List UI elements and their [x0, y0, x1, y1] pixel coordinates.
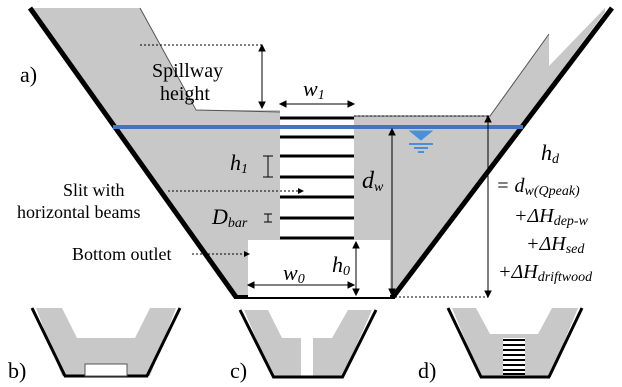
- formula-line-3: +ΔHdep-w: [514, 205, 589, 229]
- dbar-label: Dbar: [211, 204, 248, 231]
- h0-label: h0: [332, 252, 350, 279]
- slit-label-2: horizontal beams: [17, 202, 140, 222]
- panel-d-beams: [503, 339, 525, 375]
- w1-label: w1: [303, 76, 325, 103]
- dw-label: dw: [362, 168, 384, 195]
- panel-c-left-bank: [238, 309, 276, 379]
- panel-d-beam-slit-dam: [446, 307, 584, 379]
- formula-line-5: +ΔHdriftwood: [498, 261, 593, 285]
- slit-label-1: Slit with: [63, 180, 125, 200]
- formula-hd: hd: [541, 140, 560, 167]
- panel-label-c: c): [230, 358, 247, 383]
- formula-line-2: = dw(Qpeak): [496, 175, 580, 199]
- bottom-outlet-label: Bottom outlet: [72, 244, 172, 264]
- slit-leader-arrowhead: [298, 188, 304, 194]
- panel-label-a: a): [20, 62, 37, 87]
- panel-d-right-bank: [547, 307, 584, 378]
- dbar-dimension: [264, 213, 272, 223]
- panel-b-left-bank: [30, 307, 67, 377]
- bottom-outlet-opening: [248, 240, 390, 297]
- panel-b-dam-body: [36, 308, 176, 376]
- spillway-crest-left: [139, 7, 281, 113]
- panel-d-left-bank: [446, 307, 483, 378]
- formula-line-4: +ΔHsed: [526, 233, 585, 257]
- panel-label-b: b): [8, 358, 26, 383]
- spillway-height-dimension: [140, 43, 266, 110]
- hd-formula: hd = dw(Qpeak) +ΔHdep-w +ΔHsed +ΔHdriftw…: [496, 140, 593, 285]
- w0-label: w0: [283, 260, 305, 287]
- panel-c-right-bank: [340, 309, 378, 379]
- panel-c-slit-dam: [238, 309, 378, 379]
- panel-b-outlet: [84, 363, 128, 377]
- h1-dimension: [263, 155, 273, 178]
- main-dam-section: [27, 6, 614, 299]
- horizontal-beams: [280, 116, 354, 240]
- panel-c-dam-body: [244, 310, 372, 376]
- w1-dimension: [278, 100, 356, 108]
- left-bank-line: [27, 6, 239, 299]
- dam-body: [30, 8, 605, 297]
- h1-label: h1: [230, 150, 248, 177]
- panel-b-bottom-outlet-dam: [30, 307, 182, 378]
- panel-b-right-bank: [145, 307, 182, 377]
- outlet-leader-arrowhead: [244, 251, 250, 257]
- water-level-icon: [408, 130, 434, 153]
- panel-d-dam-body: [452, 308, 578, 376]
- leader-lines: [168, 190, 304, 255]
- h0-dimension: [352, 240, 360, 297]
- dw-dimension: [388, 127, 396, 297]
- spillway-label-1: Spillway: [152, 60, 223, 82]
- panel-label-d: d): [418, 358, 436, 383]
- w0-dimension: [246, 281, 356, 289]
- hd-dimension: [354, 114, 492, 299]
- spillway-label-2: height: [160, 83, 210, 105]
- right-bank-line: [391, 6, 614, 299]
